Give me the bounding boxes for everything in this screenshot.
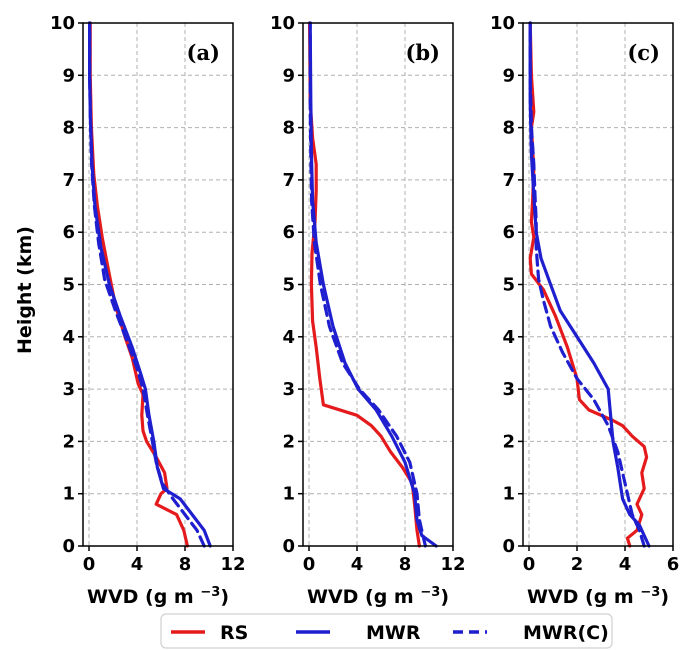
legend-label-rs: RS xyxy=(220,622,248,644)
legend-label-mwrc: MWR(C) xyxy=(523,622,609,644)
y-tick-label: 9 xyxy=(502,65,515,86)
y-tick-label: 6 xyxy=(62,222,75,243)
x-tick-label: 0 xyxy=(523,554,536,575)
y-tick-label: 1 xyxy=(62,484,75,505)
x-tick-label: 0 xyxy=(303,554,316,575)
legend-label-mwr: MWR xyxy=(366,622,421,644)
y-tick-label: 8 xyxy=(502,118,515,139)
y-tick-label: 7 xyxy=(502,170,515,191)
y-tick-label: 7 xyxy=(62,170,75,191)
x-tick-label: 12 xyxy=(220,554,245,575)
x-tick-label: 0 xyxy=(83,554,96,575)
series-line-mwrc xyxy=(528,21,646,548)
panel-c: 0 2 4 6 0 1 2 3 4 5 6 7 8 9 10 (c) WVD (g m −3) xyxy=(490,13,679,608)
y-tick-label: 0 xyxy=(282,536,295,557)
y-tick-label: 6 xyxy=(282,222,295,243)
y-tick-label: 1 xyxy=(502,484,515,505)
y-tick-label: 5 xyxy=(502,275,515,296)
legend-frame xyxy=(160,613,613,649)
y-tick-label: 1 xyxy=(282,484,295,505)
y-tick-label: 10 xyxy=(270,13,295,34)
y-tick-label: 2 xyxy=(282,431,295,452)
x-axis-label: WVD (g m −3) xyxy=(527,585,669,608)
x-tick-label: 6 xyxy=(667,554,680,575)
y-tick-label: 0 xyxy=(62,536,75,557)
y-tick-label: 8 xyxy=(62,118,75,139)
x-tick-label: 4 xyxy=(131,554,144,575)
panel-label: (c) xyxy=(627,40,660,65)
y-tick-label: 4 xyxy=(62,327,75,348)
y-tick-label: 5 xyxy=(282,275,295,296)
x-tick-label: 2 xyxy=(571,554,584,575)
x-axis-label: WVD (g m −3) xyxy=(307,585,449,608)
y-tick-label: 3 xyxy=(502,379,515,400)
y-tick-label: 10 xyxy=(490,13,515,34)
panel-label: (b) xyxy=(405,40,440,65)
y-tick-label: 2 xyxy=(62,431,75,452)
x-tick-label: 4 xyxy=(619,554,632,575)
legend: RS MWR MWR(C) xyxy=(160,613,613,649)
y-tick-label: 0 xyxy=(502,536,515,557)
y-tick-label: 3 xyxy=(282,379,295,400)
y-tick-label: 4 xyxy=(502,327,515,348)
series-line-mwr xyxy=(528,21,651,548)
panel-label: (a) xyxy=(187,40,220,65)
x-tick-label: 8 xyxy=(179,554,192,575)
x-axis-label: WVD (g m −3) xyxy=(87,585,229,608)
y-tick-label: 2 xyxy=(502,431,515,452)
series-line-mwrc xyxy=(308,21,427,548)
y-tick-label: 4 xyxy=(282,327,295,348)
y-tick-label: 10 xyxy=(50,13,75,34)
y-tick-label: 7 xyxy=(282,170,295,191)
y-tick-label: 5 xyxy=(62,275,75,296)
y-tick-label: 8 xyxy=(282,118,295,139)
y-axis-label: Height (km) xyxy=(14,226,36,354)
y-tick-label: 9 xyxy=(62,65,75,86)
x-tick-label: 4 xyxy=(351,554,364,575)
y-tick-label: 6 xyxy=(502,222,515,243)
x-tick-label: 8 xyxy=(399,554,412,575)
y-tick-label: 9 xyxy=(282,65,295,86)
series-line-mwrc xyxy=(88,21,206,548)
y-tick-label: 3 xyxy=(62,379,75,400)
x-tick-label: 12 xyxy=(440,554,465,575)
